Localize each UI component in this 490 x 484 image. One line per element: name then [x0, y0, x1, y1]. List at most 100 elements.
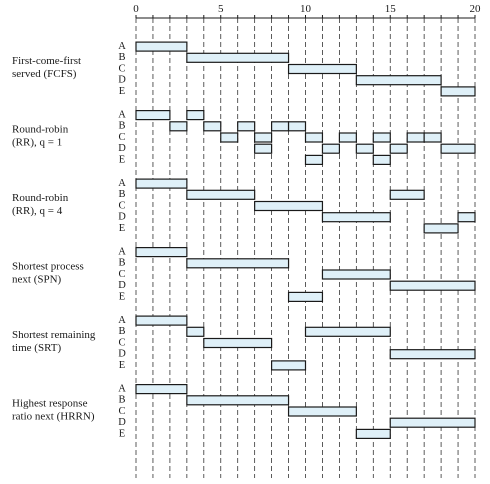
process-label-E: E	[119, 428, 125, 439]
policy-label: Highest response	[12, 398, 88, 410]
bar-E-14-15	[372, 154, 391, 165]
process-label-D: D	[118, 417, 126, 428]
bar-C-16-17	[406, 132, 425, 143]
process-label-B: B	[118, 189, 125, 200]
process-label-C: C	[118, 132, 125, 143]
bar-C-12-13	[338, 132, 357, 143]
policy-label: First-come-first	[12, 55, 81, 67]
process-label-D: D	[118, 143, 126, 154]
process-label-A: A	[118, 41, 126, 52]
process-label-C: C	[118, 63, 125, 74]
bar-D-13-18	[355, 75, 442, 86]
bar-D-19-20	[457, 212, 476, 223]
bar-D-11-15	[321, 212, 391, 223]
bar-A-0-3	[135, 315, 188, 326]
bar-A-0-2	[135, 109, 171, 121]
bar-E-17-19	[423, 223, 459, 234]
process-label-E: E	[119, 291, 125, 302]
process-label-B: B	[118, 121, 125, 132]
bar-E-10-11	[304, 154, 324, 165]
policy-label: (RR), q = 4	[12, 205, 63, 217]
process-label-C: C	[118, 337, 125, 348]
bar-B-6-7	[237, 121, 256, 132]
axis-tick-label: 10	[300, 3, 312, 15]
process-label-D: D	[118, 349, 126, 360]
bar-C-17-18	[423, 132, 442, 143]
bar-E-8-10	[271, 360, 307, 371]
process-label-A: A	[118, 178, 126, 189]
bar-B-8-9	[271, 121, 290, 132]
bar-D-11-12	[321, 143, 341, 154]
bar-B-3-9	[186, 395, 290, 406]
policy-label: Shortest process	[12, 261, 84, 273]
bar-C-7-11	[254, 200, 324, 212]
process-label-D: D	[118, 75, 126, 86]
bar-B-15-17	[389, 189, 425, 200]
bar-E-9-11	[287, 291, 324, 302]
process-label-E: E	[119, 223, 125, 234]
bar-B-3-9	[186, 52, 290, 63]
process-bars	[135, 41, 476, 439]
bar-D-13-14	[355, 143, 374, 154]
bar-E-13-15	[355, 428, 391, 439]
bar-C-5-6	[220, 132, 239, 143]
policy-label: ratio next (HRRN)	[12, 411, 95, 423]
bar-A-0-3	[135, 384, 188, 395]
bar-D-15-16	[389, 143, 408, 154]
process-label-B: B	[118, 52, 125, 63]
policy-label: served (FCFS)	[12, 68, 77, 80]
bar-C-9-13	[287, 63, 357, 75]
process-label-A: A	[118, 247, 126, 258]
bar-B-10-15	[304, 326, 391, 337]
process-label-A: A	[118, 110, 126, 121]
bar-D-18-20	[440, 143, 476, 154]
bar-B-3-7	[186, 189, 256, 200]
process-label-D: D	[118, 280, 126, 291]
bar-D-15-20	[389, 349, 476, 360]
policy-label: time (SRT)	[12, 342, 61, 354]
bar-A-0-3	[135, 178, 188, 189]
bar-A-0-3	[135, 247, 188, 258]
bar-D-15-20	[389, 417, 476, 428]
process-label-D: D	[118, 212, 126, 223]
process-label-A: A	[118, 315, 126, 326]
process-label-C: C	[118, 200, 125, 211]
policy-label: Round-robin	[12, 192, 69, 204]
axis-tick-label: 20	[470, 3, 482, 15]
bar-C-7-8	[254, 132, 273, 143]
bar-C-10-11	[304, 132, 324, 143]
bar-A-0-3	[135, 41, 188, 52]
policy-label: (RR), q = 1	[12, 137, 62, 149]
bar-C-11-15	[321, 269, 391, 280]
bar-C-14-15	[372, 132, 391, 143]
bar-B-4-5	[203, 121, 222, 132]
axis-tick-label: 15	[385, 3, 397, 15]
policy-label: Round-robin	[12, 124, 69, 136]
policy-label: Shortest remaining	[12, 329, 96, 341]
bar-B-3-9	[186, 258, 290, 269]
axis-tick-label: 0	[133, 3, 139, 15]
process-label-E: E	[119, 360, 125, 371]
policy-label: next (SPN)	[12, 274, 62, 286]
bar-D-7-8	[254, 143, 273, 154]
bar-C-9-13	[287, 406, 357, 417]
process-label-C: C	[118, 269, 125, 280]
time-axis: 0 5 10 15 20	[133, 3, 482, 19]
process-label-C: C	[118, 406, 125, 417]
process-label-B: B	[118, 326, 125, 337]
bar-B-2-3	[169, 121, 188, 132]
process-label-E: E	[119, 86, 125, 97]
process-label-A: A	[118, 384, 126, 395]
bar-B-9-10	[287, 121, 307, 132]
process-label-E: E	[119, 154, 125, 165]
process-label-B: B	[118, 258, 125, 269]
process-label-B: B	[118, 395, 125, 406]
bar-A-3-4	[186, 109, 205, 121]
bar-B-3-4	[186, 326, 205, 337]
axis-tick-label: 5	[218, 3, 224, 15]
bar-C-4-8	[203, 337, 273, 349]
bar-E-18-20	[440, 86, 476, 97]
bar-D-15-20	[389, 280, 476, 291]
